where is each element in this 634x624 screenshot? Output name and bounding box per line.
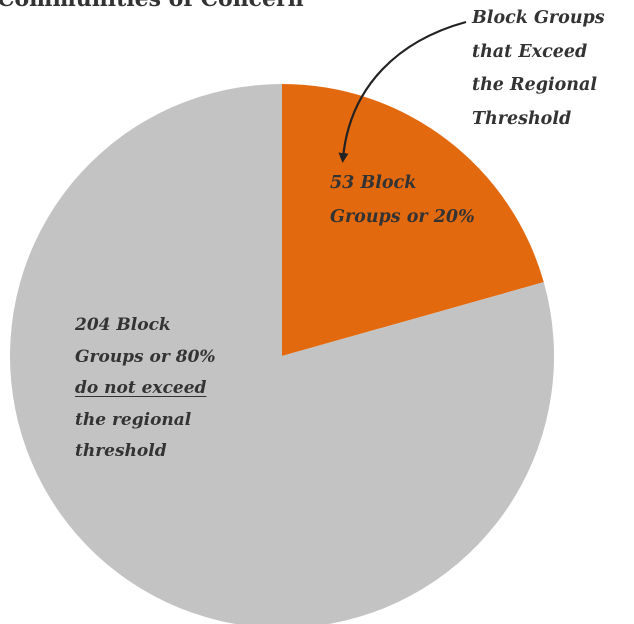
callout-arrow [338,20,467,163]
pie-slice-not-exceed [10,84,554,624]
data-label-line: 53 Block [330,173,417,193]
callout-line: Block Groups [472,8,605,28]
callout-line: Threshold [472,108,572,129]
callout-line: the Regional [472,75,597,95]
data-label-line: Groups or 80% [75,346,216,367]
data-label-line: do not exceed [75,378,207,398]
data-label-line: threshold [75,441,167,461]
gray-slice-data-label: 204 Block Groups or 80% do not exceed th… [75,310,216,468]
pie-slice-exceed [282,84,544,356]
data-label-line: 204 Block [75,315,171,335]
callout-label: Block Groups that Exceed the Regional Th… [472,2,605,136]
chart-title: Communities of Concern [0,0,304,12]
orange-slice-data-label: 53 Block Groups or 20% [330,166,475,234]
data-label-line: the regional [75,409,192,430]
data-label-line: Groups or 20% [330,207,475,227]
callout-line: that Exceed [472,41,588,62]
